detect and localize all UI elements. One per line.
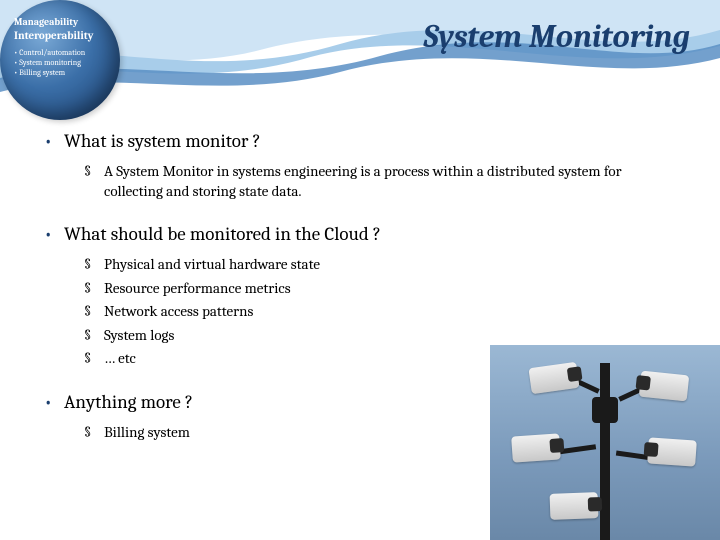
section-heading: What should be monitored in the Cloud ? [40,223,680,245]
section-heading: What is system monitor ? [40,130,680,152]
bullet-item: Physical and virtual hardware state [40,255,680,275]
badge-circle: Manageability Interoperability • Control… [0,0,120,120]
badge-item: • Billing system [14,68,110,78]
slide-title: System Monitoring [423,18,690,55]
bullet-item: Resource performance metrics [40,279,680,299]
section-1: What is system monitor ? A System Monito… [40,130,680,201]
bullet-item: System logs [40,326,680,346]
badge-title-1: Manageability [14,16,110,29]
badge-title-2: Interoperability [14,29,110,43]
surveillance-cameras-image [490,345,720,540]
header: Manageability Interoperability • Control… [0,0,720,100]
badge-item: • System monitoring [14,58,110,68]
badge-item: • Control/automation [14,48,110,58]
bullet-item: Network access patterns [40,302,680,322]
bullet-item: A System Monitor in systems engineering … [40,162,680,201]
